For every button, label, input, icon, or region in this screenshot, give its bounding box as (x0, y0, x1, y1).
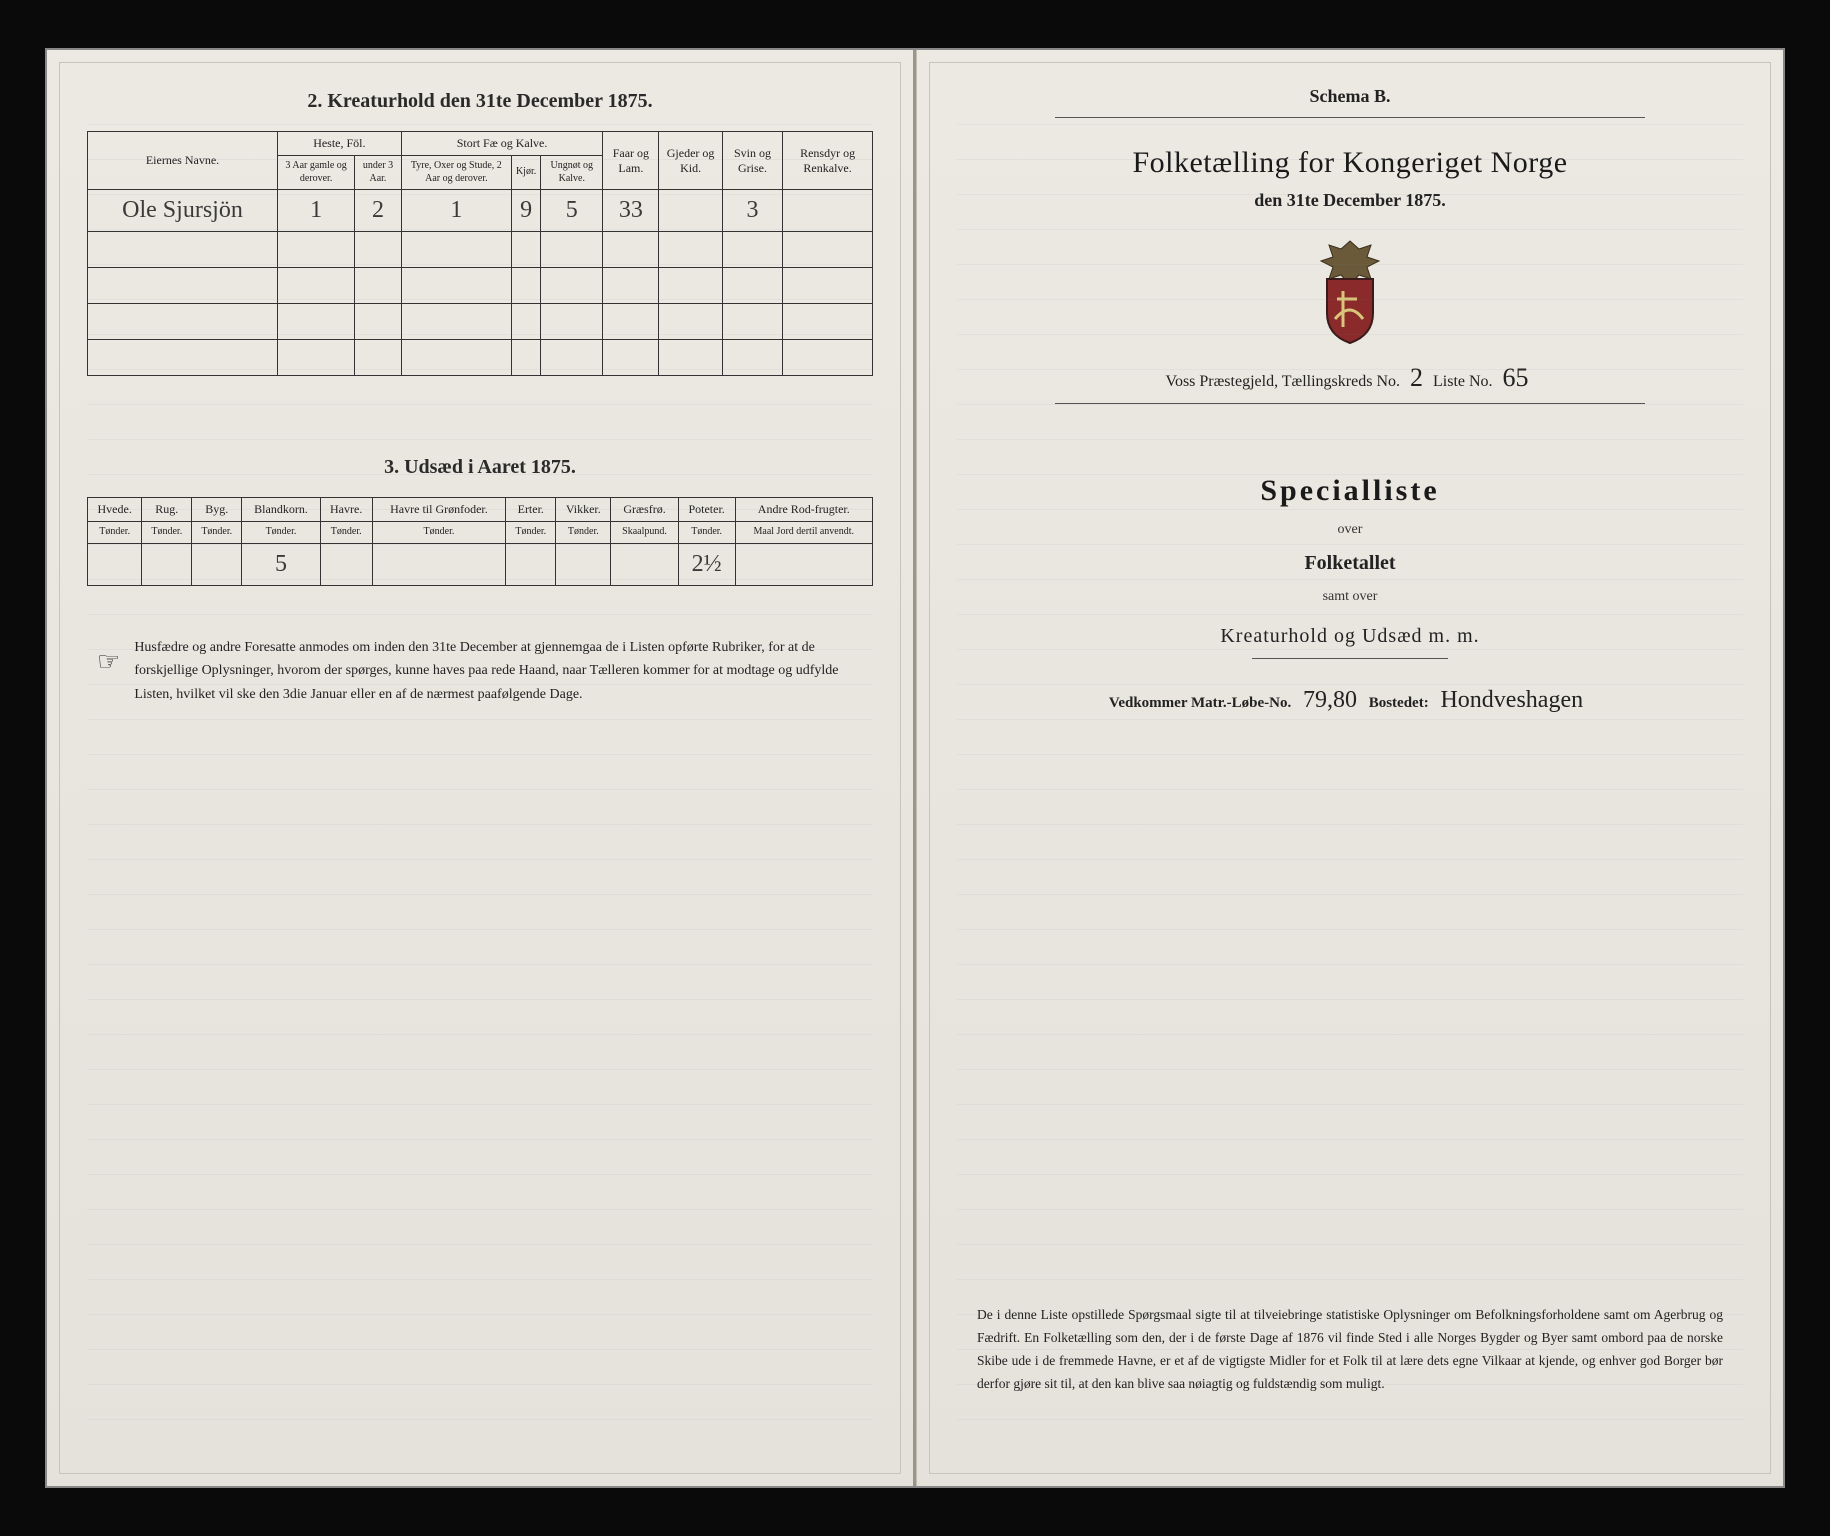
cell: 3 (722, 190, 782, 232)
seed-sub-row: Tønder. Tønder. Tønder. Tønder. Tønder. … (88, 522, 873, 544)
footnote-block: ☞ Husfædre og andre Foresatte anmodes om… (87, 636, 873, 707)
cell (192, 543, 242, 585)
bosted-name: Hondveshagen (1432, 687, 1591, 713)
sub: Maal Jord dertil anvendt. (735, 522, 872, 544)
right-page: Schema B. Folketælling for Kongeriget No… (916, 50, 1783, 1486)
col: Blandkorn. (242, 498, 321, 522)
cell (372, 543, 506, 585)
col-reindeer: Rensdyr og Renkalve. (783, 132, 873, 190)
matr-number: 79,80 (1295, 687, 1365, 713)
samt-label: samt over (957, 589, 1743, 605)
table-row (88, 340, 873, 376)
cell: 1 (401, 190, 511, 232)
cell: 33 (603, 190, 659, 232)
divider (1055, 403, 1645, 404)
col: Vikker. (556, 498, 611, 522)
col-horses-b: under 3 Aar. (355, 156, 402, 190)
cell (88, 543, 142, 585)
cell (735, 543, 872, 585)
footnote-text: Husfædre og andre Foresatte anmodes om i… (134, 636, 863, 707)
sub: Tønder. (506, 522, 556, 544)
seed-head-row: Hvede. Rug. Byg. Blandkorn. Havre. Havre… (88, 498, 873, 522)
section3-title: 3. Udsæd i Aaret 1875. (87, 456, 873, 479)
col-cattle-c: Ungnøt og Kalve. (541, 156, 603, 190)
main-title: Folketælling for Kongeriget Norge (957, 146, 1743, 180)
sub: Tønder. (192, 522, 242, 544)
col: Græsfrø. (611, 498, 678, 522)
livestock-table: Eiernes Navne. Heste, Föl. Stort Fæ og K… (87, 131, 873, 376)
kreaturhold-label: Kreaturhold og Udsæd m. m. (957, 625, 1743, 648)
coat-of-arms-icon (1305, 235, 1395, 345)
main-subtitle: den 31te December 1875. (957, 190, 1743, 211)
cell: 2½ (678, 543, 735, 585)
cell (611, 543, 678, 585)
col-group-horses: Heste, Föl. (278, 132, 402, 156)
col-owner-name: Eiernes Navne. (88, 132, 278, 190)
col: Havre. (320, 498, 372, 522)
col: Poteter. (678, 498, 735, 522)
table-row (88, 232, 873, 268)
col-pigs: Svin og Grise. (722, 132, 782, 190)
sub: Tønder. (372, 522, 506, 544)
table-row: Ole Sjursjön 1 2 1 9 5 33 3 (88, 190, 873, 232)
col-cattle-b: Kjør. (511, 156, 540, 190)
col-group-cattle: Stort Fæ og Kalve. (401, 132, 603, 156)
left-page: 2. Kreaturhold den 31te December 1875. E… (47, 50, 916, 1486)
table-row (88, 304, 873, 340)
document-scan: 2. Kreaturhold den 31te December 1875. E… (45, 48, 1785, 1488)
divider (1055, 117, 1645, 118)
col: Hvede. (88, 498, 142, 522)
table-row: 5 2½ (88, 543, 873, 585)
sub: Tønder. (556, 522, 611, 544)
sub: Tønder. (678, 522, 735, 544)
district-prefix: Voss Præstegjeld, Tællingskreds No. (1165, 373, 1400, 390)
col-cattle-a: Tyre, Oxer og Stude, 2 Aar og derover. (401, 156, 511, 190)
cell: 5 (541, 190, 603, 232)
pointing-hand-icon: ☞ (97, 640, 120, 707)
specialliste-heading: Specialliste (957, 474, 1743, 508)
over-label: over (957, 522, 1743, 538)
cell: 5 (242, 543, 321, 585)
cell (659, 190, 722, 232)
list-number: 65 (1497, 363, 1535, 392)
col: Erter. (506, 498, 556, 522)
cell (556, 543, 611, 585)
schema-label: Schema B. (957, 86, 1743, 107)
list-label: Liste No. (1433, 373, 1493, 390)
col: Andre Rod-frugter. (735, 498, 872, 522)
col: Byg. (192, 498, 242, 522)
cell: 2 (355, 190, 402, 232)
sub: Tønder. (242, 522, 321, 544)
sub: Tønder. (142, 522, 192, 544)
cell (320, 543, 372, 585)
cell (142, 543, 192, 585)
bosted-label: Bostedet: (1369, 695, 1429, 711)
col: Havre til Grønfoder. (372, 498, 506, 522)
matr-label: Vedkommer Matr.-Løbe-No. (1109, 695, 1291, 711)
district-number: 2 (1404, 363, 1429, 392)
bottom-paragraph: De i denne Liste opstillede Spørgsmaal s… (977, 1304, 1723, 1396)
owner-name: Ole Sjursjön (88, 190, 278, 232)
table-row (88, 268, 873, 304)
folketallet-label: Folketallet (957, 552, 1743, 575)
section2-title: 2. Kreaturhold den 31te December 1875. (87, 90, 873, 113)
seed-table: Hvede. Rug. Byg. Blandkorn. Havre. Havre… (87, 497, 873, 586)
col-goats: Gjeder og Kid. (659, 132, 722, 190)
col: Rug. (142, 498, 192, 522)
col-horses-a: 3 Aar gamle og derover. (278, 156, 355, 190)
sub: Tønder. (320, 522, 372, 544)
cell: 1 (278, 190, 355, 232)
property-line: Vedkommer Matr.-Løbe-No. 79,80 Bostedet:… (957, 687, 1743, 714)
cell: 9 (511, 190, 540, 232)
col-sheep: Faar og Lam. (603, 132, 659, 190)
sub: Tønder. (88, 522, 142, 544)
sub: Skaalpund. (611, 522, 678, 544)
cell (783, 190, 873, 232)
divider (1252, 658, 1449, 659)
cell (506, 543, 556, 585)
district-line: Voss Præstegjeld, Tællingskreds No. 2 Li… (957, 363, 1743, 393)
